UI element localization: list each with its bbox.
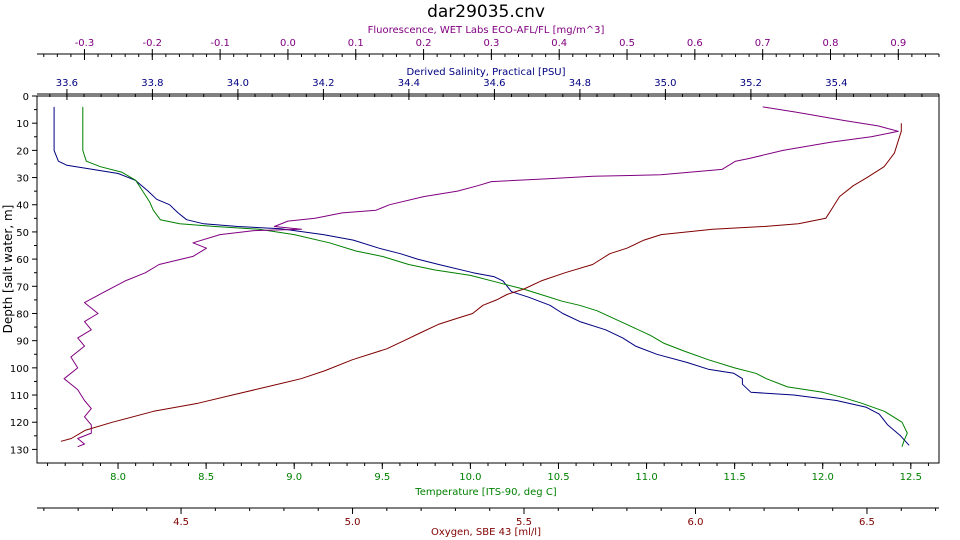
depth-tick-label: 130 <box>10 445 29 456</box>
salinity-tick-label: 34.4 <box>398 78 420 89</box>
fluorescence-tick-label: 0.6 <box>687 38 703 49</box>
fluorescence-axis: -0.3 -0.2 -0.1 0.0 0.1 0.2 0.3 0.4 0.5 0.6 0.7 0.8 0… <box>37 25 940 60</box>
temperature-tick-label: 11.5 <box>724 472 746 483</box>
salinity-tick-label: 35.0 <box>654 78 676 89</box>
fluorescence-tick-label: 0.2 <box>416 38 432 49</box>
oxygen-tick-label: 5.5 <box>516 517 532 528</box>
temperature-tick-label: 8.0 <box>110 472 126 483</box>
temperature-tick-label: 9.0 <box>286 472 302 483</box>
fluorescence-tick-label: 0.3 <box>483 38 499 49</box>
salinity-tick-label: 34.0 <box>227 78 249 89</box>
temperature-tick-label: 8.5 <box>198 472 214 483</box>
fluorescence-tick-label: 0.5 <box>619 38 635 49</box>
temperature-tick-label: 10.0 <box>459 472 481 483</box>
salinity-tick-label: 34.8 <box>569 78 591 89</box>
temperature-tick-label: 12.5 <box>900 472 922 483</box>
data-series <box>53 106 910 448</box>
depth-tick-label: 30 <box>16 174 29 185</box>
salinity-tick-label: 35.2 <box>740 78 762 89</box>
temperature-tick-label: 12.0 <box>812 472 834 483</box>
temperature-tick-label: 9.5 <box>374 472 390 483</box>
depth-tick-label: 80 <box>16 309 29 320</box>
oxygen-axis: 4.5 5.0 5.5 6.0 6.5 Oxygen, SBE 43 [ml/l] <box>37 507 939 538</box>
fluorescence-tick-label: 0.0 <box>280 38 296 49</box>
oxygen-tick-label: 6.5 <box>859 517 875 528</box>
depth-tick-label: 20 <box>16 146 29 157</box>
fluorescence-series-line <box>63 106 899 448</box>
fluorescence-tick-label: 0.1 <box>348 38 364 49</box>
salinity-axis-label: Derived Salinity, Practical [PSU] <box>406 67 565 78</box>
temperature-axis: 8.0 8.5 9.0 9.5 10.0 10.5 11.0 11.5 12.0 12.5 Temp… <box>47 463 929 498</box>
depth-axis: 0 10 20 30 40 50 60 70 80 90 100 110 120 130 <box>10 92 37 456</box>
depth-tick-label: 120 <box>10 418 29 429</box>
temperature-tick-label: 11.0 <box>635 472 657 483</box>
fluorescence-tick-label: -0.2 <box>143 38 163 49</box>
fluorescence-tick-label: -0.1 <box>210 38 230 49</box>
depth-tick-label: 70 <box>16 282 29 293</box>
oxygen-tick-label: 6.0 <box>688 517 704 528</box>
y-axis-label: Depth [salt water, m] <box>1 205 15 334</box>
depth-tick-label: 0 <box>23 92 29 103</box>
depth-tick-label: 40 <box>16 201 29 212</box>
fluorescence-tick-label: 0.8 <box>823 38 839 49</box>
oxygen-series-line <box>60 123 902 442</box>
fluorescence-tick-label: 0.4 <box>551 38 567 49</box>
temperature-axis-label: Temperature [ITS-90, deg C] <box>414 487 557 498</box>
depth-tick-label: 10 <box>16 119 29 130</box>
salinity-tick-label: 34.6 <box>483 78 505 89</box>
depth-tick-label: 100 <box>10 364 29 375</box>
salinity-tick-label: 35.4 <box>825 78 847 89</box>
salinity-tick-label: 33.8 <box>141 78 163 89</box>
depth-tick-label: 60 <box>16 255 29 266</box>
oxygen-tick-label: 4.5 <box>173 517 189 528</box>
fluorescence-tick-label: 0.9 <box>890 38 906 49</box>
fluorescence-axis-label: Fluorescence, WET Labs ECO-AFL/FL [mg/m^… <box>368 25 605 36</box>
x-axes: -0.3 -0.2 -0.1 0.0 0.1 0.2 0.3 0.4 0.5 0.6 0.7 0.8 0… <box>37 25 940 538</box>
oxygen-tick-label: 5.0 <box>345 517 361 528</box>
salinity-axis: 33.6 33.8 34.0 34.2 34.4 34.6 34.8 35.0 35.2 35.4… <box>37 67 940 100</box>
chart-title: dar29035.cnv <box>427 2 545 22</box>
temperature-tick-label: 10.5 <box>547 472 569 483</box>
salinity-tick-label: 33.6 <box>56 78 78 89</box>
oxygen-axis-label: Oxygen, SBE 43 [ml/l] <box>431 527 541 538</box>
fluorescence-tick-label: 0.7 <box>755 38 771 49</box>
salinity-series-line <box>53 106 910 446</box>
salinity-tick-label: 34.2 <box>312 78 334 89</box>
depth-tick-label: 90 <box>16 337 29 348</box>
depth-tick-label: 110 <box>10 391 29 402</box>
fluorescence-tick-label: -0.3 <box>75 38 95 49</box>
depth-tick-label: 50 <box>16 228 29 239</box>
